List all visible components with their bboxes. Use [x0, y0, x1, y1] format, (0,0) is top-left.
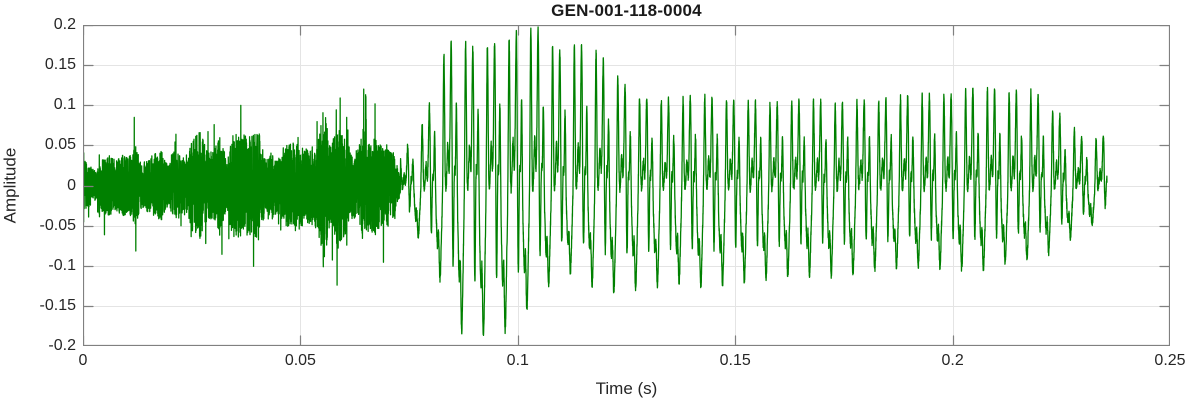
- x-tick-label: 0.15: [719, 352, 751, 369]
- waveform-plot-canvas: [83, 25, 1170, 346]
- y-tick-label: 0: [67, 176, 76, 194]
- y-tick-label: 0.15: [44, 56, 76, 74]
- x-tick-label: 0.2: [941, 352, 964, 369]
- y-tick-label: -0.1: [48, 256, 76, 274]
- x-tick-label: 0.25: [1154, 352, 1186, 369]
- y-tick-label: -0.05: [39, 216, 76, 234]
- y-tick-label: 0.1: [53, 96, 76, 114]
- chart-title: GEN-001-118-0004: [551, 1, 702, 20]
- x-tick-label: 0: [78, 352, 88, 369]
- y-tick-label: -0.15: [39, 296, 76, 314]
- x-tick-label: 0.05: [284, 352, 316, 369]
- x-axis-label: Time (s): [595, 379, 658, 398]
- y-tick-label: -0.2: [48, 337, 76, 354]
- y-tick-label: 0.2: [53, 16, 76, 33]
- x-tick-label: 0.1: [506, 352, 529, 369]
- y-tick-label: 0.05: [44, 136, 76, 154]
